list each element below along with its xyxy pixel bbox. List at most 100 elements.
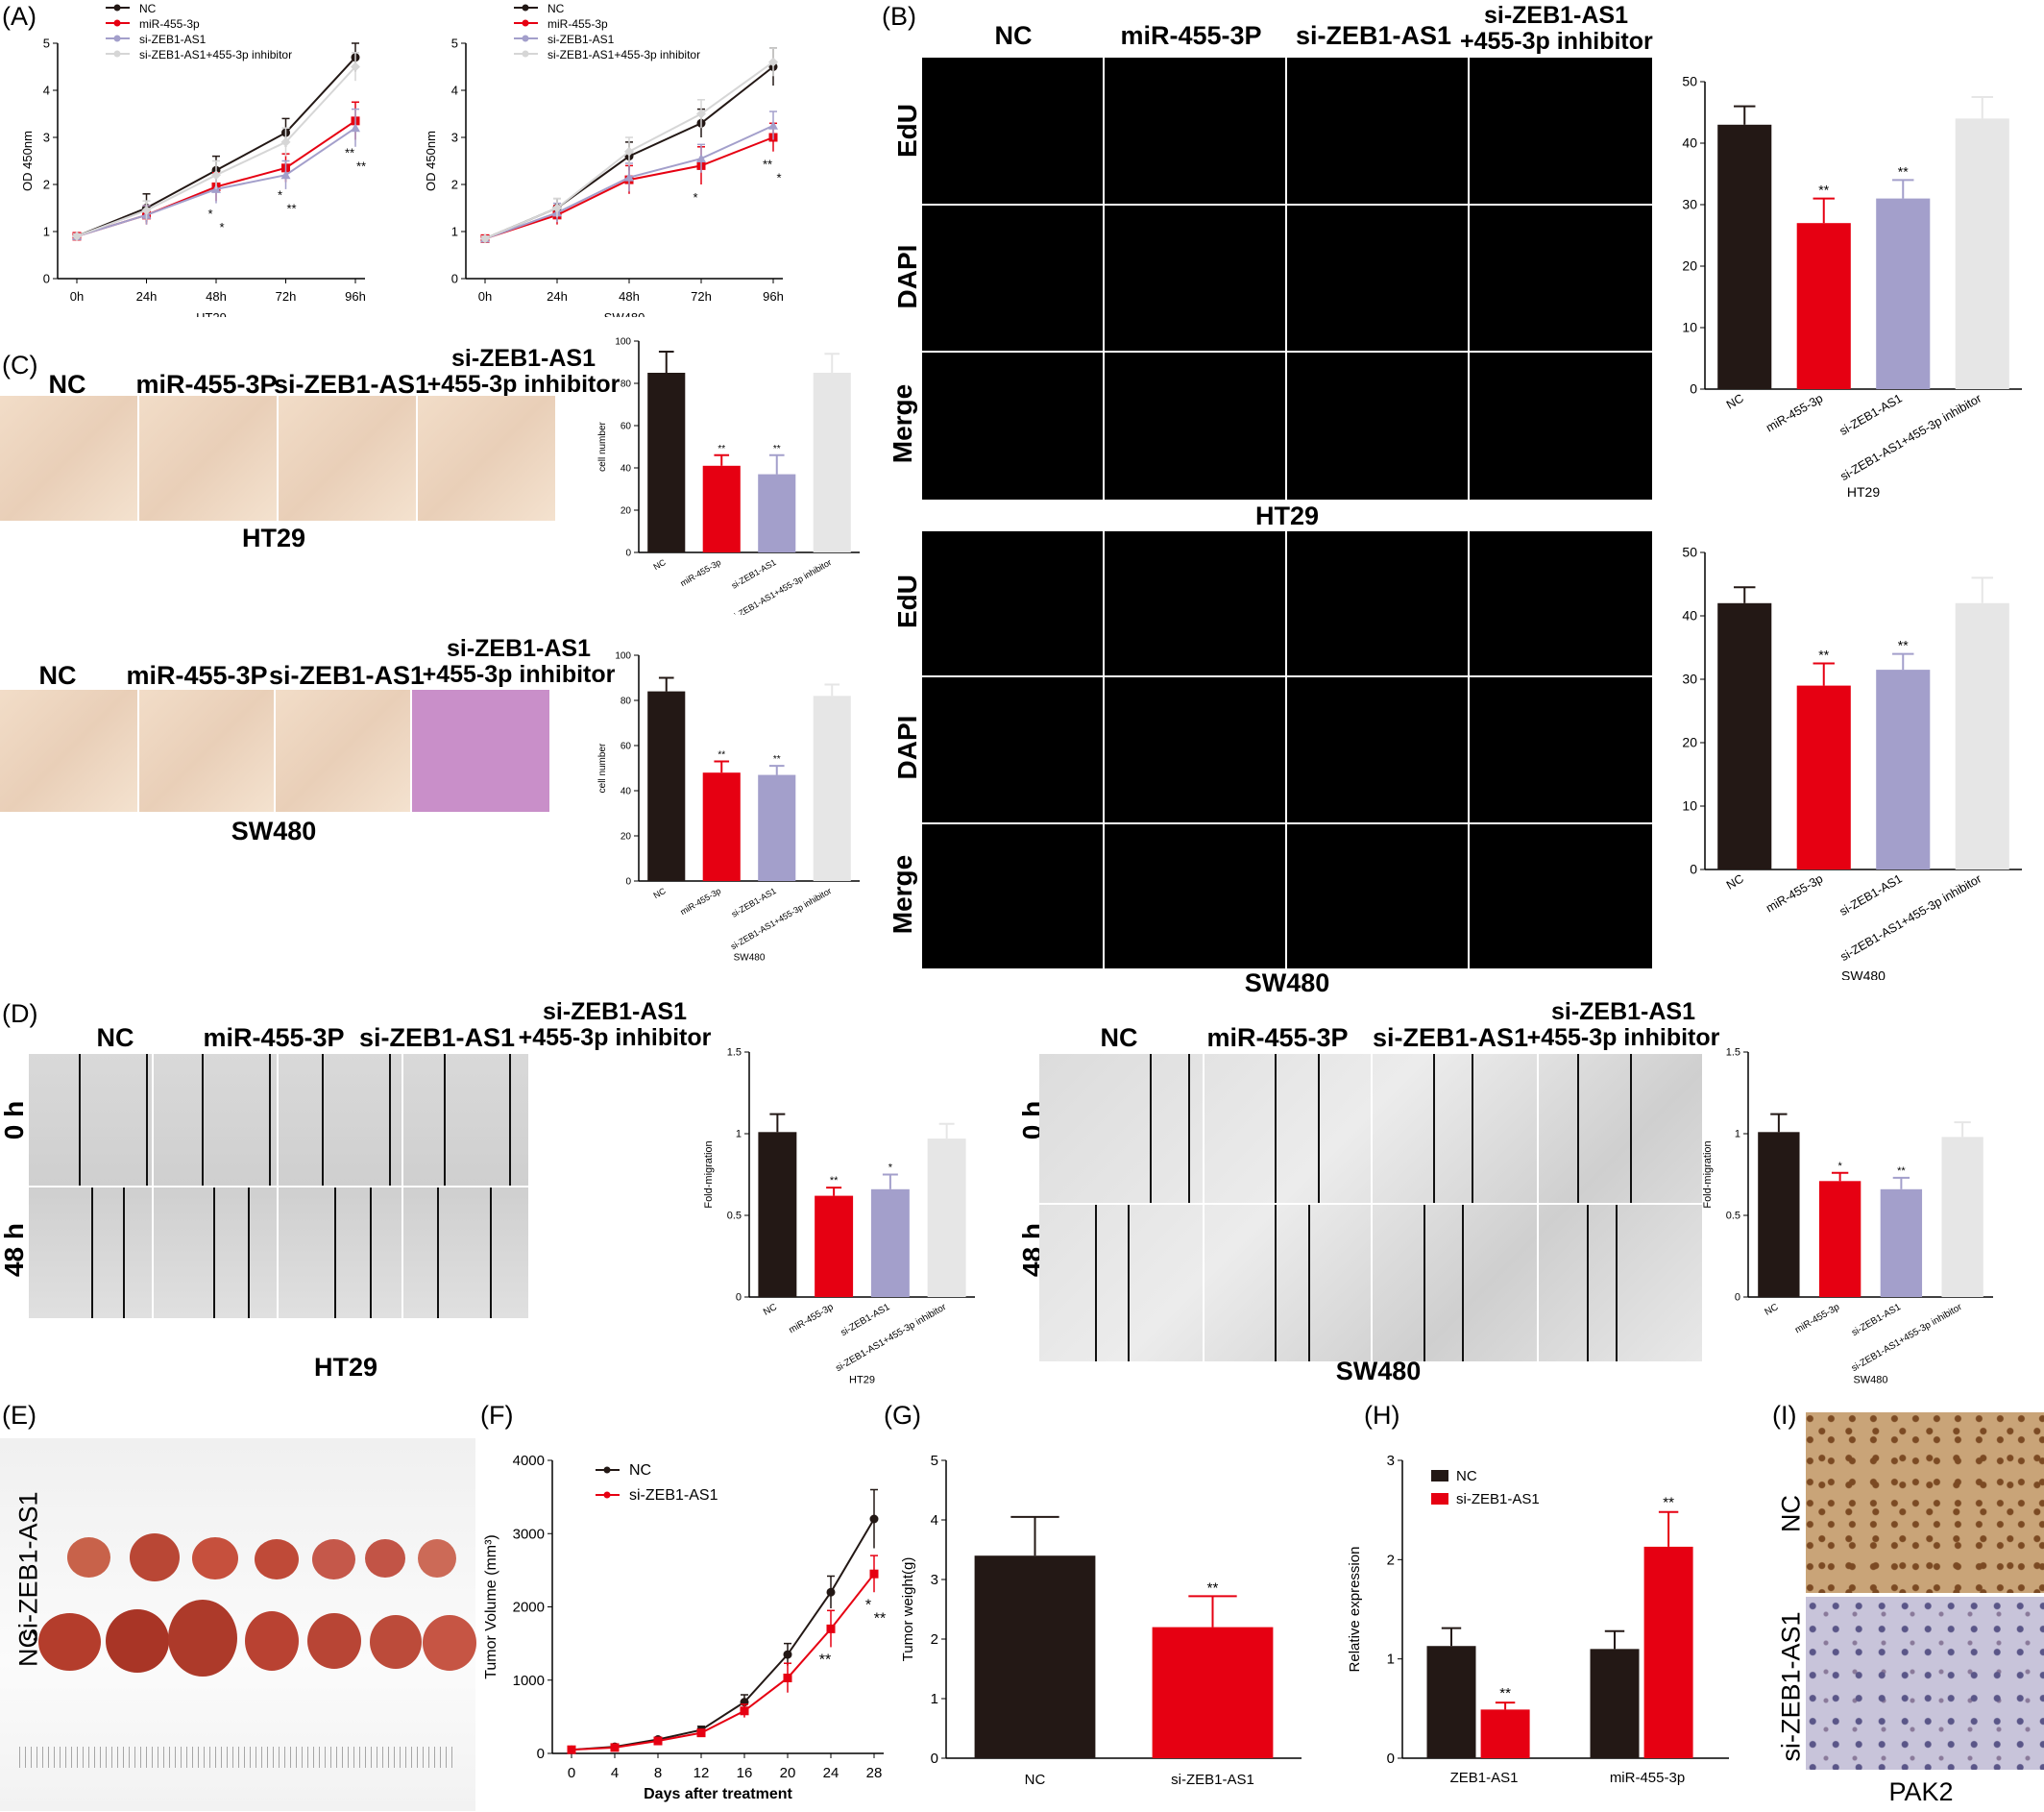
chart-h: 0 1 2 3 Relative expression ** ZEB1-AS1 ** miR-4… (1347, 1453, 1729, 1786)
legend-label-F: si-ZEB1-AS1 (629, 1487, 718, 1504)
x-axis-label-D1: HT29 (849, 1374, 875, 1383)
c-cell-sw480: SW480 (231, 817, 317, 845)
point-F (610, 1743, 620, 1752)
point-A1 (72, 231, 82, 241)
y-tick-label-B2: 30 (1682, 672, 1697, 687)
y-tick-label-A1: 0 (43, 271, 50, 285)
sig-label-F: ** (874, 1610, 886, 1627)
edu-image-ht29 (922, 58, 1652, 500)
y-tick-label-F: 1000 (513, 1673, 545, 1689)
bar-B1 (1796, 223, 1851, 389)
y-tick-label-B2: 10 (1682, 798, 1697, 814)
x-tick-label-F: 8 (654, 1765, 662, 1781)
chart-a1: 0 1 2 3 4 5 OD 450nm 0h 24h 48h 72h 96h NC miR-455-3p… (20, 2, 366, 317)
chart-c2: 0 20 40 60 80 100 cell number NC ** miR-455-3p ** s… (597, 650, 860, 961)
point-A2 (624, 172, 634, 182)
grid-lines-b2 (922, 531, 1652, 968)
bar-B2 (1876, 670, 1931, 869)
sig-label-A1: * (219, 220, 224, 234)
y-tick-label-C1: 80 (620, 379, 632, 389)
y-tick-label-B2: 0 (1690, 862, 1697, 877)
point-A2 (768, 120, 778, 130)
y-tick-label-F: 2000 (513, 1600, 545, 1616)
bar-D1 (870, 1188, 910, 1297)
transwell-image-sw480-combo (412, 690, 549, 812)
y-tick-label-C2: 20 (620, 831, 632, 842)
panel-label-f: (F) (480, 1401, 514, 1430)
legend-label-A1: NC (139, 2, 157, 15)
b-header-combo-1: si-ZEB1-AS1 (1483, 2, 1629, 29)
x-tick-label-D1: miR-455-3p (787, 1302, 836, 1336)
point-F (826, 1624, 836, 1633)
legend-label-A1: si-ZEB1-AS1+455-3p inhibitor (139, 48, 292, 61)
d-cell-sw480: SW480 (1335, 1357, 1422, 1385)
point-F (783, 1673, 792, 1682)
y-tick-label-C2: 80 (620, 696, 632, 706)
point-A2 (624, 146, 634, 157)
y-tick-label-B1: 20 (1682, 258, 1697, 274)
legend-marker-A2 (522, 4, 529, 12)
x-tick-label-D2: NC (1764, 1302, 1781, 1318)
bar-B1 (1717, 124, 1772, 390)
d-header-mir-1: miR-455-3P (203, 1023, 345, 1052)
y-tick-label-A1: 5 (43, 36, 50, 50)
sig-label-F: ** (819, 1652, 831, 1668)
y-tick-label-F: 0 (537, 1746, 545, 1762)
point-F (783, 1650, 792, 1659)
c-header-combo-1a: si-ZEB1-AS1 (450, 345, 596, 372)
sig-label-B2: ** (1898, 638, 1909, 653)
bar-B2 (1796, 685, 1851, 869)
x-tick-label-C2: si-ZEB1-AS1+455-3p inhibitor (729, 886, 833, 951)
y-axis-label-D2: Fold-migration (1702, 1140, 1714, 1208)
legend-label-F: NC (629, 1462, 651, 1479)
legend-marker-F (603, 1491, 611, 1499)
b-header-combo: si-ZEB1-AS1 +455-3p inhibitor (1460, 2, 1653, 55)
y-tick-label-D1: 0 (736, 1292, 742, 1304)
sig-label-G: ** (1207, 1579, 1219, 1596)
x-tick-label-B2: si-ZEB1-AS1+455-3p inhibitor (1838, 871, 1984, 964)
transwell-image-sw480-nc (0, 690, 137, 812)
transwell-image-ht29-combo (418, 396, 555, 521)
d-header-combo-1: si-ZEB1-AS1 +455-3p inhibitor (509, 999, 720, 1051)
legend-label-A2: si-ZEB1-AS1+455-3p inhibitor (548, 48, 700, 61)
bar-C2 (813, 696, 851, 881)
x-tick-label-B1: miR-455-3p (1764, 391, 1825, 434)
series-line-F (571, 1518, 875, 1751)
y-tick-label-A1: 1 (43, 224, 50, 238)
sig-label-A2: * (693, 190, 697, 205)
y-tick-label-A1: 2 (43, 177, 50, 191)
x-tick-label-C2: NC (651, 886, 668, 900)
c-header-combo-2b: +455-3p inhibitor (422, 661, 616, 688)
y-tick-label-G: 3 (931, 1572, 938, 1588)
x-tick-label-C2: miR-455-3p (679, 886, 723, 917)
y-tick-label-B1: 10 (1682, 320, 1697, 335)
y-tick-label-C1: 40 (620, 463, 632, 474)
point-F (869, 1569, 879, 1579)
i-label-nc: NC (1776, 1495, 1806, 1532)
i-label-si: si-ZEB1-AS1 (1776, 1611, 1806, 1762)
chart-f: 0 1000 2000 3000 4000 Tumor Volume (mm³) 0 4 8 12… (483, 1453, 886, 1802)
y-tick-label-D1: 1.5 (727, 1047, 742, 1059)
y-axis-label-H: Relative expression (1347, 1547, 1363, 1673)
point-F (653, 1736, 663, 1746)
b-row-dapi-2: DAPI (892, 715, 922, 780)
y-tick-label-C1: 20 (620, 505, 632, 516)
sig-label-D2: * (1837, 1161, 1842, 1172)
x-tick-label-A2: 96h (763, 289, 784, 304)
transwell-image-sw480-si (276, 690, 410, 812)
point-F (696, 1728, 706, 1738)
point-A1 (351, 61, 360, 72)
x-tick-label-A1: 24h (136, 289, 158, 304)
y-tick-label-C2: 0 (625, 876, 631, 887)
y-tick-label-F: 3000 (513, 1526, 545, 1542)
b-row-merge-2: Merge (888, 854, 917, 935)
series-line-A1 (76, 65, 356, 237)
panel-label-d: (D) (2, 999, 38, 1028)
y-axis-label-A1: OD 450nm (20, 131, 35, 191)
d-header-mir-2: miR-455-3P (1206, 1023, 1349, 1052)
x-tick-label-A1: 72h (276, 289, 297, 304)
point-A1 (280, 170, 291, 180)
x-tick-label-B1: NC (1724, 391, 1746, 411)
legend-label-H: si-ZEB1-AS1 (1456, 1491, 1540, 1507)
sig-label-B2: ** (1818, 648, 1829, 663)
